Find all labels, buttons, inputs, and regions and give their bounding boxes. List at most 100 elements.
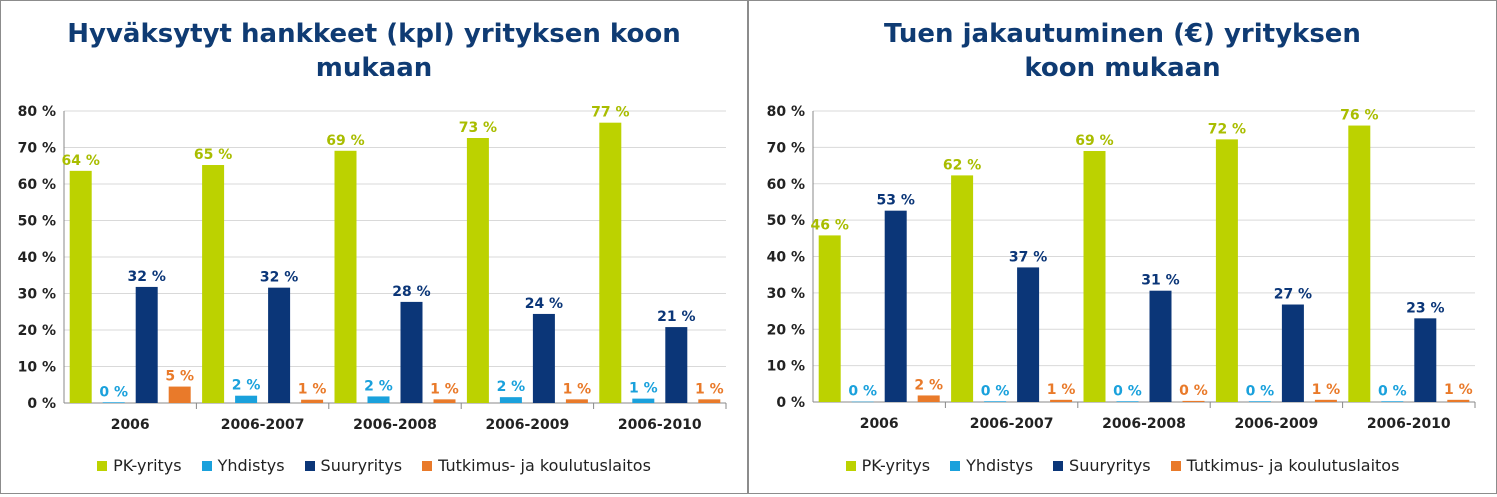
data-label: 53 %	[877, 193, 915, 209]
y-tick-label: 10 %	[767, 359, 805, 375]
y-tick-label: 60 %	[18, 177, 56, 193]
chart-panel-right: Tuen jakautuminen (€) yrityksen koon muk…	[748, 0, 1497, 494]
legend-swatch	[97, 460, 108, 471]
chart-title-line-2: mukaan	[315, 53, 433, 83]
y-tick-label: 40 %	[18, 250, 56, 266]
x-category-label: 2006-2009	[486, 417, 570, 433]
bar-pk-yritys	[1215, 139, 1238, 402]
bar-suuryritys	[1281, 304, 1304, 402]
gridlines	[813, 110, 1475, 403]
bar-pk-yritys	[69, 170, 92, 403]
y-tick-label: 60 %	[767, 177, 805, 193]
bar-tutkimus-ja-koulutuslaitos	[1447, 399, 1470, 402]
data-label: 0 %	[1113, 383, 1142, 399]
data-label: 2 %	[497, 379, 526, 395]
bar-tutkimus-ja-koulutuslaitos	[917, 395, 940, 402]
legend-label: PK-yritys	[113, 456, 182, 475]
bar-yhdistys	[1381, 401, 1404, 402]
legend-item: PK-yritys	[845, 456, 930, 475]
y-tick-label: 20 %	[767, 322, 805, 338]
y-tick-label: 50 %	[767, 213, 805, 229]
chart-legend: PK-yritys Yhdistys Suuryritys Tutkimus- ja …	[749, 456, 1496, 475]
data-label: 1 %	[1444, 382, 1473, 398]
bar-chart-svg: 0 % 10 % 20 % 30 % 40 % 50 % 60 % 70 % 80 % 2006 4…	[767, 104, 1476, 432]
data-label: 28 %	[392, 284, 430, 300]
y-tick-label: 80 %	[767, 104, 805, 120]
bar-tutkimus-ja-koulutuslaitos	[565, 399, 588, 403]
bar-pk-yritys	[599, 122, 622, 404]
chart-title: Tuen jakautuminen (€) yrityksen koon muk…	[749, 17, 1496, 85]
x-category-label: 2006-2010	[1367, 416, 1451, 432]
bar-pk-yritys	[1083, 151, 1106, 402]
data-label: 69 %	[1075, 133, 1113, 149]
bar-suuryritys	[532, 313, 555, 403]
bar-suuryritys	[1017, 267, 1040, 402]
bar-tutkimus-ja-koulutuslaitos	[1182, 400, 1205, 402]
gridlines	[64, 110, 726, 404]
bar-tutkimus-ja-koulutuslaitos	[1050, 399, 1073, 402]
x-category-label: 2006-2008	[1102, 416, 1186, 432]
data-label: 37 %	[1009, 249, 1047, 265]
bar-tutkimus-ja-koulutuslaitos	[301, 399, 324, 403]
legend-swatch	[1053, 460, 1064, 471]
legend-swatch	[845, 460, 856, 471]
legend-label: Yhdistys	[966, 456, 1034, 475]
data-label: 32 %	[260, 270, 298, 286]
legend-swatch	[950, 460, 961, 471]
data-label: 0 %	[1378, 383, 1407, 399]
bar-yhdistys	[499, 397, 522, 403]
legend-swatch	[1170, 460, 1181, 471]
x-category-label: 2006	[111, 417, 150, 433]
x-category-label: 2006-2009	[1235, 416, 1319, 432]
data-label: 23 %	[1406, 300, 1444, 316]
chart-legend: PK-yritys Yhdistys Suuryritys Tutkimus- ja …	[1, 456, 747, 475]
data-label: 1 %	[430, 381, 459, 397]
data-label: 0 %	[1246, 383, 1275, 399]
legend-label: Suuryritys	[320, 456, 403, 475]
chart-title-line-1: Hyväksytyt hankkeet (kpl) yrityksen koon	[67, 19, 681, 49]
x-category-label: 2006-2010	[618, 417, 702, 433]
bar-pk-yritys	[818, 235, 841, 402]
y-tick-label: 80 %	[18, 104, 56, 120]
x-category-label: 2006-2007	[970, 416, 1054, 432]
y-tick-label: 40 %	[767, 250, 805, 266]
chart-title-line-2: koon mukaan	[1024, 53, 1221, 83]
bar-suuryritys	[884, 210, 907, 402]
legend-label: Yhdistys	[217, 456, 285, 475]
data-label: 62 %	[943, 157, 981, 173]
data-label: 46 %	[811, 217, 849, 233]
bar-pk-yritys	[334, 150, 357, 403]
legend-item: Suuryritys	[304, 456, 403, 475]
bar-yhdistys	[235, 395, 258, 403]
bar-suuryritys	[665, 327, 688, 403]
data-label: 69 %	[326, 133, 364, 149]
bar-suuryritys	[1149, 290, 1172, 402]
bar-yhdistys	[367, 396, 390, 403]
data-label: 73 %	[459, 120, 497, 136]
data-label: 2 %	[364, 378, 393, 394]
data-label: 0 %	[848, 384, 877, 400]
bar-pk-yritys	[466, 138, 489, 403]
legend-item: Tutkimus- ja koulutuslaitos	[422, 456, 651, 475]
y-tick-label: 10 %	[18, 360, 56, 376]
data-label: 32 %	[128, 269, 166, 285]
data-label: 0 %	[1179, 383, 1208, 399]
y-tick-label: 70 %	[767, 140, 805, 156]
data-label: 64 %	[62, 153, 100, 169]
bar-yhdistys	[632, 398, 655, 403]
bar-suuryritys	[135, 286, 158, 403]
y-tick-label: 50 %	[18, 214, 56, 230]
bar-tutkimus-ja-koulutuslaitos	[433, 399, 456, 403]
bar-yhdistys	[1116, 401, 1139, 402]
legend-label: Suuryritys	[1069, 456, 1151, 475]
data-label: 0 %	[981, 383, 1010, 399]
data-label: 5 %	[165, 369, 194, 385]
data-label: 77 %	[591, 105, 629, 121]
data-label: 1 %	[298, 382, 327, 398]
legend-item: Suuryritys	[1053, 456, 1151, 475]
bar-yhdistys	[984, 401, 1007, 402]
bar-suuryritys	[1414, 318, 1437, 402]
legend-label: Tutkimus- ja koulutuslaitos	[1186, 456, 1400, 475]
legend-label: Tutkimus- ja koulutuslaitos	[438, 456, 651, 475]
y-tick-label: 30 %	[767, 286, 805, 302]
